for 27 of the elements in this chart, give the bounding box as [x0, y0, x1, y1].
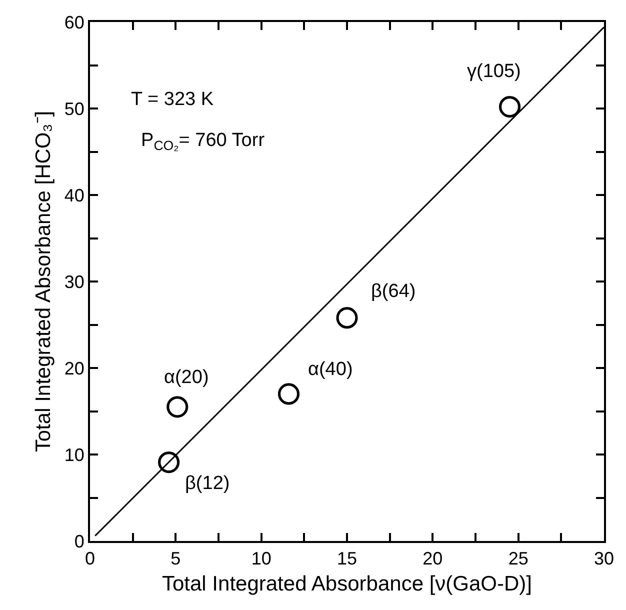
- point: [158, 451, 180, 474]
- annotation: α(20): [164, 367, 209, 388]
- y-tick-label: 40: [64, 185, 84, 206]
- annotation: β(64): [371, 281, 416, 302]
- y-tick-label: 10: [64, 444, 84, 465]
- x-tick-label: 5: [170, 548, 181, 569]
- y-tick-label: 60: [64, 12, 84, 32]
- x-tick-label: 25: [508, 548, 528, 569]
- point: [278, 383, 300, 405]
- annotation: T = 323 K: [131, 89, 214, 110]
- y-tick-label: 50: [64, 98, 84, 119]
- y-tick-label: 0: [74, 531, 84, 552]
- x-tick-label: 20: [422, 548, 443, 569]
- annotation: γ(105): [467, 61, 521, 82]
- point: [336, 307, 358, 329]
- x-tick-label: 30: [594, 548, 614, 569]
- annotation: β(12): [185, 473, 230, 494]
- point: [498, 96, 521, 118]
- y-axis-title: Total Integrated Absorbance [HCO₃⁻]: [32, 110, 56, 452]
- x-tick-label: 10: [251, 548, 272, 569]
- y-tick-label: 30: [64, 272, 84, 292]
- x-tick-label: 15: [336, 548, 358, 569]
- point: [166, 396, 188, 418]
- x-axis-title: Total Integrated Absorbance [ν(GaO-D)]: [162, 572, 532, 596]
- annotation: P$_{CO₂}$= 760 Torr: [141, 130, 266, 153]
- annotation: α(40): [308, 359, 353, 380]
- y-tick-label: 20: [64, 358, 84, 378]
